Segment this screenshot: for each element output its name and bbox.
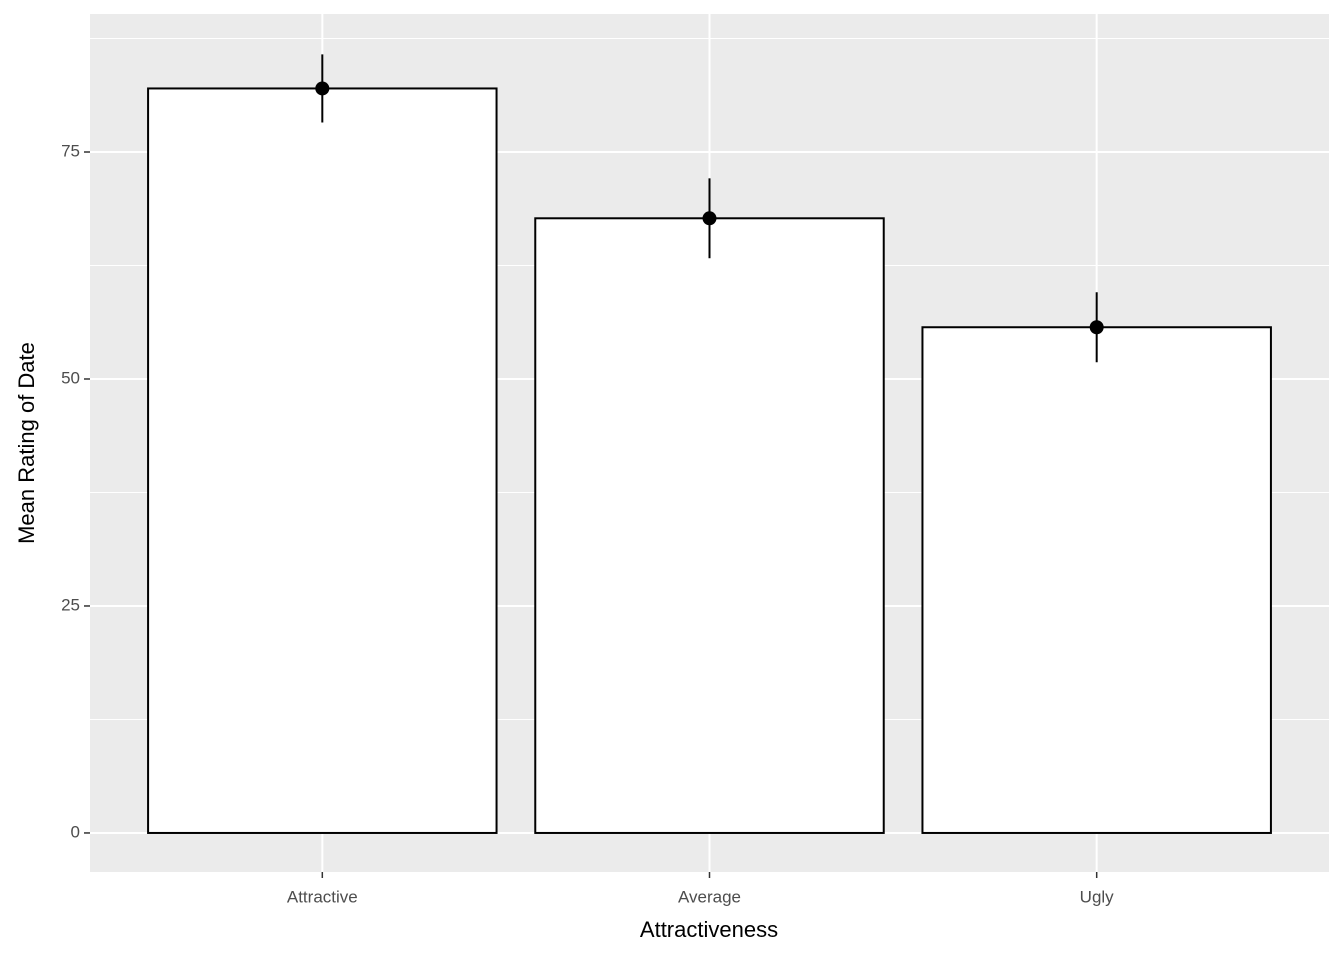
x-axis-title: Attractiveness <box>640 917 778 942</box>
mean-point <box>702 211 717 226</box>
x-tick-label: Ugly <box>1080 887 1115 906</box>
bar <box>534 217 885 834</box>
x-tick-label: Average <box>678 887 741 906</box>
y-tick-label: 75 <box>61 141 80 160</box>
y-tick-label: 50 <box>61 368 80 387</box>
y-axis-title: Mean Rating of Date <box>14 342 39 544</box>
mean-point <box>1089 320 1104 335</box>
y-tick-label: 25 <box>61 595 80 614</box>
y-tick-label: 0 <box>71 822 80 841</box>
bar <box>147 87 498 834</box>
x-tick-label: Attractive <box>287 887 358 906</box>
mean-point <box>315 81 330 96</box>
bar <box>921 326 1272 834</box>
